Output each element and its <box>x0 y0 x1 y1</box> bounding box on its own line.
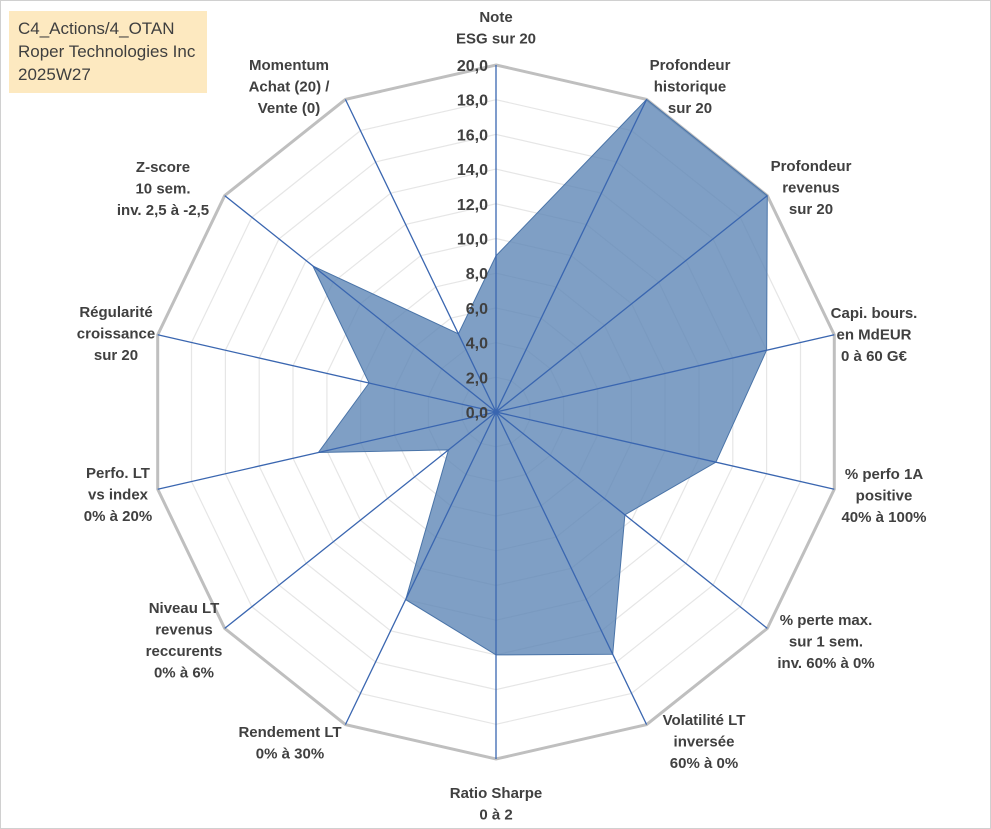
axis-label: en MdEUR <box>837 327 912 344</box>
axis-label: % perte max. <box>780 612 873 629</box>
axis-spoke <box>495 99 648 413</box>
tick-label: 16,0 <box>457 127 488 144</box>
axis-spoke <box>157 411 497 490</box>
axis-label: inversée <box>674 734 735 751</box>
axis-label: revenus <box>782 180 840 197</box>
tick-label: 8,0 <box>466 266 488 283</box>
axis-label: reccurents <box>146 643 223 660</box>
tick-label: 0,0 <box>466 405 488 422</box>
axis-label: Perfo. LT <box>86 465 150 482</box>
axis-label: inv. 2,5 à -2,5 <box>117 202 209 219</box>
axis-spoke <box>224 195 497 413</box>
tick-label: 18,0 <box>457 93 488 110</box>
axis-spoke <box>344 99 497 413</box>
axis-label: Ratio Sharpe <box>450 785 543 802</box>
axis-spoke <box>495 334 835 413</box>
tick-label: 2,0 <box>466 370 488 387</box>
axis-spoke <box>495 411 835 490</box>
radial-tick-labels: 0,0 2,0 4,0 6,0 8,0 10,0 12,0 14,0 16,0 18,0 20,0 <box>457 58 488 422</box>
axis-label: sur 20 <box>668 100 712 117</box>
axis-label: Achat (20) / <box>249 79 331 96</box>
axis-spoke <box>157 334 497 413</box>
axis-spoke <box>344 411 497 725</box>
axis-labels: Note ESG sur 20 Profondeur historique sur 20… <box>77 9 927 824</box>
axis-label: 10 sem. <box>135 181 190 198</box>
axis-spoke <box>495 411 648 725</box>
axis-label: % perfo 1A <box>845 466 924 483</box>
axis-label: Profondeur <box>650 57 731 74</box>
axis-label: Volatilité LT <box>663 712 746 729</box>
axis-spoke <box>495 411 768 629</box>
axis-label: positive <box>856 488 913 505</box>
axis-label: Profondeur <box>771 158 852 175</box>
axis-label: 0% à 6% <box>154 665 214 682</box>
axis-label: sur 1 sem. <box>789 634 863 651</box>
axis-label: Note <box>479 9 512 26</box>
axis-label: ESG sur 20 <box>456 31 536 48</box>
axis-label: Vente (0) <box>258 100 321 117</box>
axis-label: croissance <box>77 326 155 343</box>
axis-label: Niveau LT <box>149 600 220 617</box>
title-line-1: C4_Actions/4_OTAN <box>18 19 175 38</box>
axis-label: historique <box>654 79 727 96</box>
axis-spoke <box>495 195 768 413</box>
tick-label: 14,0 <box>457 162 488 179</box>
tick-label: 20,0 <box>457 58 488 75</box>
axis-label: Régularité <box>79 304 152 321</box>
axis-label: 0% à 30% <box>256 746 324 763</box>
axis-label: vs index <box>88 487 149 504</box>
axis-label: 40% à 100% <box>841 509 926 526</box>
axis-label: 0 à 60 G€ <box>841 348 908 365</box>
title-line-3: 2025W27 <box>18 65 91 84</box>
tick-label: 6,0 <box>466 301 488 318</box>
axis-label: Momentum <box>249 57 329 74</box>
title-box: C4_Actions/4_OTAN Roper Technologies Inc… <box>9 11 207 93</box>
axis-label: 0% à 20% <box>84 508 152 525</box>
axis-label: 0 à 2 <box>479 807 512 824</box>
axis-label: inv. 60% à 0% <box>777 655 874 672</box>
axis-label: Z-score <box>136 159 190 176</box>
tick-label: 12,0 <box>457 197 488 214</box>
axis-label: revenus <box>155 622 213 639</box>
axis-label: Rendement LT <box>238 724 341 741</box>
axis-label: sur 20 <box>789 201 833 218</box>
axis-spoke <box>224 411 497 629</box>
tick-label: 4,0 <box>466 336 488 353</box>
axis-label: Capi. bours. <box>831 305 918 322</box>
tick-label: 10,0 <box>457 232 488 249</box>
axis-label: 60% à 0% <box>670 755 738 772</box>
axis-spokes <box>157 65 835 759</box>
title-line-2: Roper Technologies Inc <box>18 42 196 61</box>
axis-label: sur 20 <box>94 347 138 364</box>
